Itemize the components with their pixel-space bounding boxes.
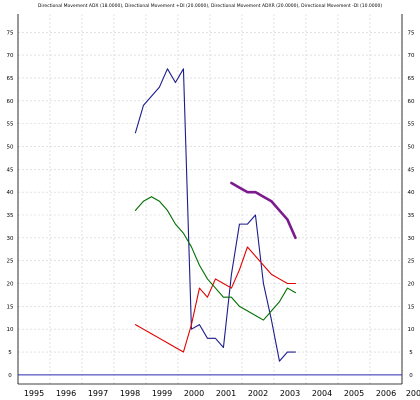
y-tick-label-right: 50 [408,144,415,150]
chart-title: Directional Movement ADX (18.0000), Dire… [38,3,383,9]
y-tick-label-right: 5 [409,350,413,356]
y-tick-label-left: 30 [7,236,14,242]
x-tick-label: 1996 [56,389,76,398]
series-line-1 [134,68,296,362]
y-tick-label-left: 65 [7,76,14,82]
y-tick-label-right: 0 [409,373,413,379]
y-tick-label-left: 0 [8,373,12,379]
series-line-4 [230,181,297,240]
y-tick-label-right: 75 [408,30,415,36]
x-tick-label: 1995 [24,389,44,398]
x-tick-label: 1999 [152,389,172,398]
series-line-3 [134,196,296,321]
y-tick-label-left: 35 [7,213,14,219]
series-line-2 [134,246,296,353]
y-tick-label-right: 70 [408,53,415,59]
y-tick-label-right: 65 [408,76,415,82]
y-tick-label-left: 45 [7,167,14,173]
x-tick-label: 2006 [376,389,396,398]
y-tick-label-right: 45 [408,167,415,173]
x-tick-label: 1998 [120,389,140,398]
y-tick-label-left: 75 [7,30,14,36]
axis-layer [17,14,403,385]
y-tick-label-right: 10 [408,327,415,333]
y-tick-label-left: 55 [7,122,14,128]
y-tick-label-left: 70 [7,53,14,59]
x-tick-label: 2003 [280,389,300,398]
x-tick-label: 2005 [344,389,364,398]
y-tick-label-right: 35 [408,213,415,219]
label-layer: 1995 1996 1997 1998 1999 2000 2001 2002 2003 2004… [7,30,420,398]
y-tick-label-left: 20 [7,282,14,288]
series-layer [134,68,297,362]
y-tick-label-left: 25 [7,259,14,265]
y-tick-label-right: 15 [408,304,415,310]
y-tick-label-left: 60 [7,99,14,105]
y-tick-label-right: 30 [408,236,415,242]
x-tick-label: 2004 [312,389,332,398]
x-tick-label: 2002 [248,389,268,398]
y-tick-label-left: 50 [7,144,14,150]
y-tick-label-left: 10 [7,327,14,333]
y-tick-label-left: 40 [7,190,14,196]
x-tick-label: 2001 [216,389,236,398]
y-tick-label-right: 20 [408,282,415,288]
grid-layer [17,14,403,384]
y-tick-label-right: 55 [408,122,415,128]
y-tick-label-left: 15 [7,304,14,310]
y-tick-label-left: 5 [8,350,12,356]
y-tick-label-right: 25 [408,259,415,265]
y-tick-label-right: 40 [408,190,415,196]
x-tick-label: 2007 [406,389,420,398]
y-tick-label-right: 60 [408,99,415,105]
x-tick-label: 2000 [184,389,204,398]
x-tick-label: 1997 [88,389,108,398]
